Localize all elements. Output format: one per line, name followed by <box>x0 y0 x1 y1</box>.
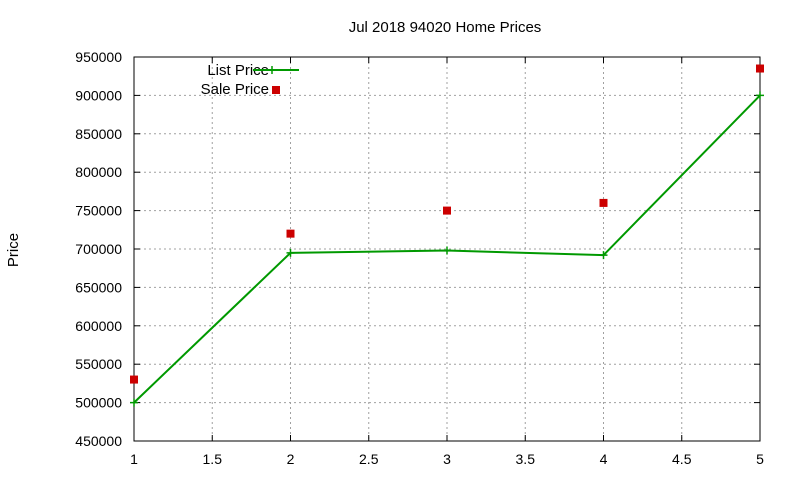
list-price-point <box>443 246 451 255</box>
chart-title: Jul 2018 94020 Home Prices <box>349 19 542 36</box>
sale-price-point <box>756 64 764 73</box>
list-price-point <box>286 248 295 257</box>
legend-label: Sale Price <box>201 81 269 98</box>
x-tick-label: 2 <box>287 451 295 467</box>
y-tick-label: 500000 <box>75 395 122 411</box>
y-tick-label: 900000 <box>75 87 122 103</box>
sale-price-point <box>443 206 451 215</box>
x-tick-label: 3.5 <box>516 451 536 467</box>
y-tick-label: 700000 <box>75 241 122 257</box>
y-tick-label: 550000 <box>75 356 122 372</box>
y-tick-label: 600000 <box>75 318 122 334</box>
y-axis-label: Price <box>5 233 22 267</box>
series-layer <box>130 64 764 407</box>
y-tick-label: 750000 <box>75 203 122 219</box>
sale-price-point <box>130 375 138 384</box>
sale-price-point <box>286 229 295 238</box>
legend-point-swatch <box>268 66 276 74</box>
y-tick-label: 950000 <box>75 49 122 65</box>
y-tick-label: 850000 <box>75 126 122 142</box>
x-tick-label: 1.5 <box>203 451 223 467</box>
x-tick-label: 2.5 <box>359 451 379 467</box>
x-tick-label: 3 <box>443 451 451 467</box>
x-tick-label: 4.5 <box>672 451 692 467</box>
x-tick-label: 5 <box>756 451 764 467</box>
legend-label: List Price <box>207 62 269 79</box>
y-tick-label: 800000 <box>75 164 122 180</box>
x-tick-label: 1 <box>130 451 138 467</box>
list-price-point <box>599 251 608 260</box>
y-tick-label: 650000 <box>75 279 122 295</box>
x-tick-label: 4 <box>600 451 608 467</box>
list-price-point <box>756 91 764 100</box>
legend: List Price Sale Price <box>201 62 299 98</box>
sale-price-point <box>599 198 608 207</box>
list-price-point <box>130 398 138 407</box>
legend-point-swatch <box>272 86 280 94</box>
y-tick-label: 450000 <box>75 433 122 449</box>
axis-ticks: 1 1.5 2 2.5 3 3.5 4 4.5 5 450000 500000 550000 60000… <box>75 49 764 467</box>
